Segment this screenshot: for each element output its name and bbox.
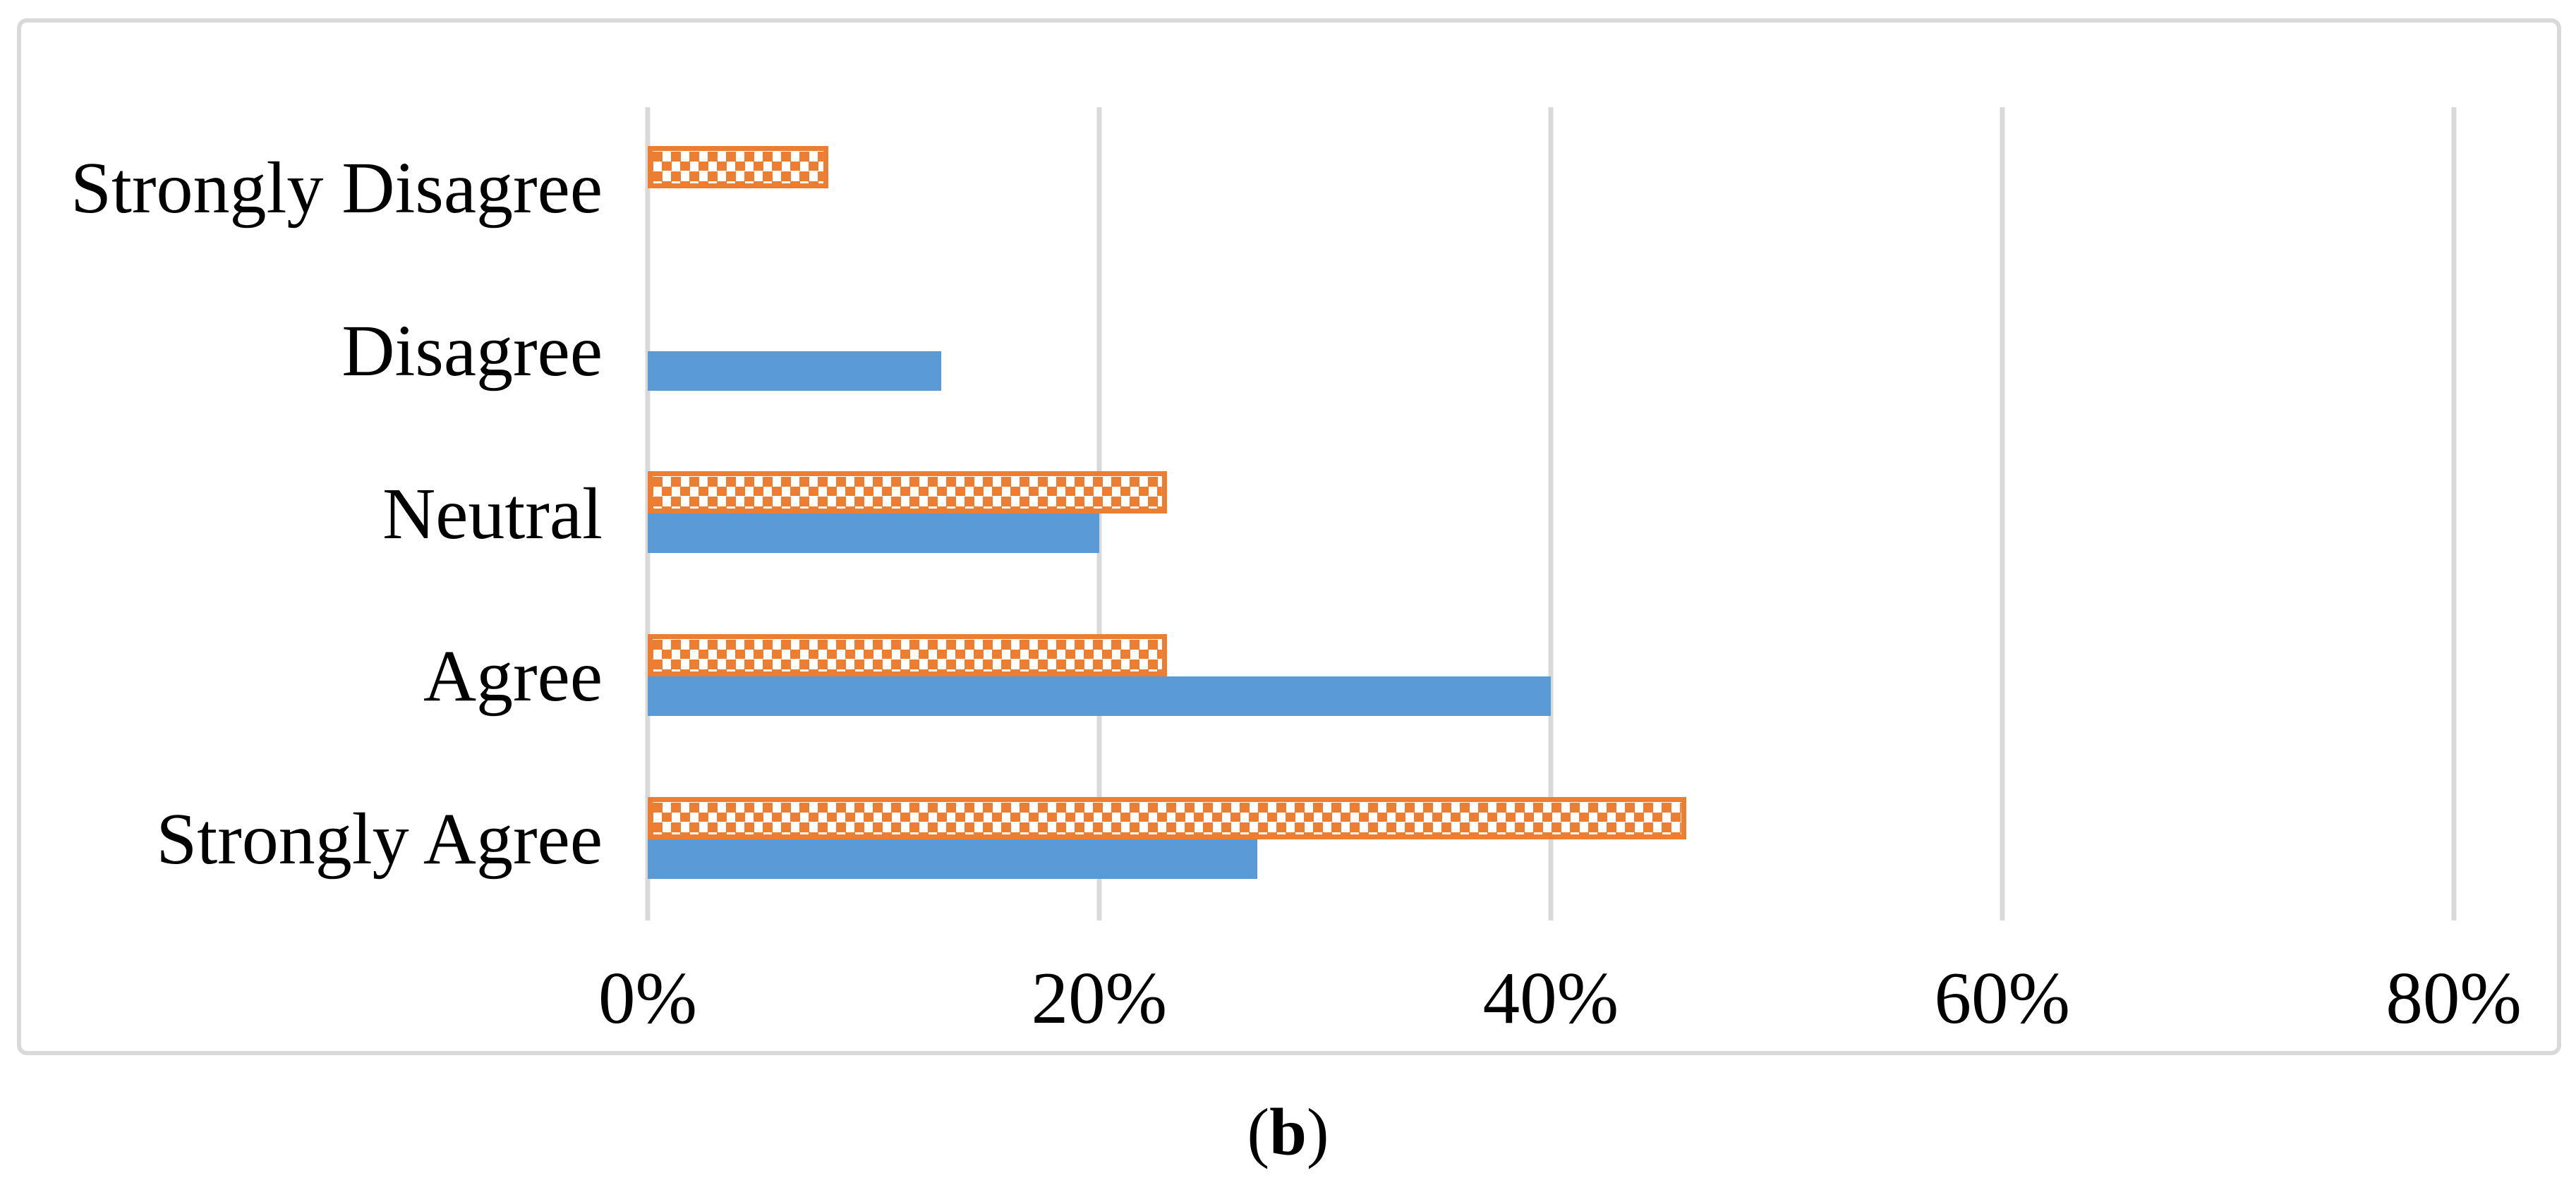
x-tick-label: 0% [598, 956, 697, 1039]
bar-blue-solid [648, 351, 941, 391]
category-axis: Strongly Disagree Disagree Neutral Agree Str… [38, 107, 624, 920]
caption-close-paren: ) [1306, 1095, 1329, 1169]
dotted-pattern-fill [653, 639, 1162, 672]
category-label: Agree [423, 636, 603, 717]
x-tick-label: 20% [1031, 956, 1168, 1039]
category-label: Strongly Agree [156, 798, 603, 880]
category-label: Strongly Disagree [71, 147, 603, 229]
caption-open-paren: ( [1247, 1095, 1270, 1169]
chart-row [648, 432, 2576, 595]
bar-blue-solid [648, 514, 1099, 554]
value-axis: 0% 20% 40% 60% 80% [598, 942, 2576, 1062]
plot-area [645, 107, 2576, 920]
x-tick-label: 80% [2385, 956, 2522, 1039]
gridline-60 [2000, 107, 2005, 920]
gridline-80 [2451, 107, 2457, 920]
bar-blue-solid [648, 839, 1257, 879]
bar-blue-solid [648, 676, 1551, 717]
chart-row [648, 270, 2576, 433]
chart-row [648, 758, 2576, 920]
dotted-pattern-fill [653, 476, 1162, 509]
bar-orange-dotted [648, 471, 1167, 514]
figure-caption: (b) [0, 1090, 2576, 1174]
x-tick-label: 40% [1482, 956, 1619, 1039]
caption-letter: b [1269, 1095, 1307, 1169]
category-label: Disagree [341, 310, 603, 391]
bar-orange-dotted [648, 146, 828, 189]
category-label: Neutral [382, 473, 603, 554]
bar-orange-dotted [648, 634, 1167, 677]
bar-chart-panel: Strongly Disagree Disagree Neutral Agree Str… [17, 18, 2561, 1055]
gridline-20 [1096, 107, 1102, 920]
dotted-pattern-fill [653, 801, 1681, 834]
chart-row [648, 107, 2576, 270]
gridline-40 [1548, 107, 1554, 920]
dotted-pattern-fill [653, 151, 823, 184]
x-tick-label: 60% [1934, 956, 2070, 1039]
chart-row [648, 595, 2576, 758]
bar-orange-dotted [648, 796, 1686, 839]
